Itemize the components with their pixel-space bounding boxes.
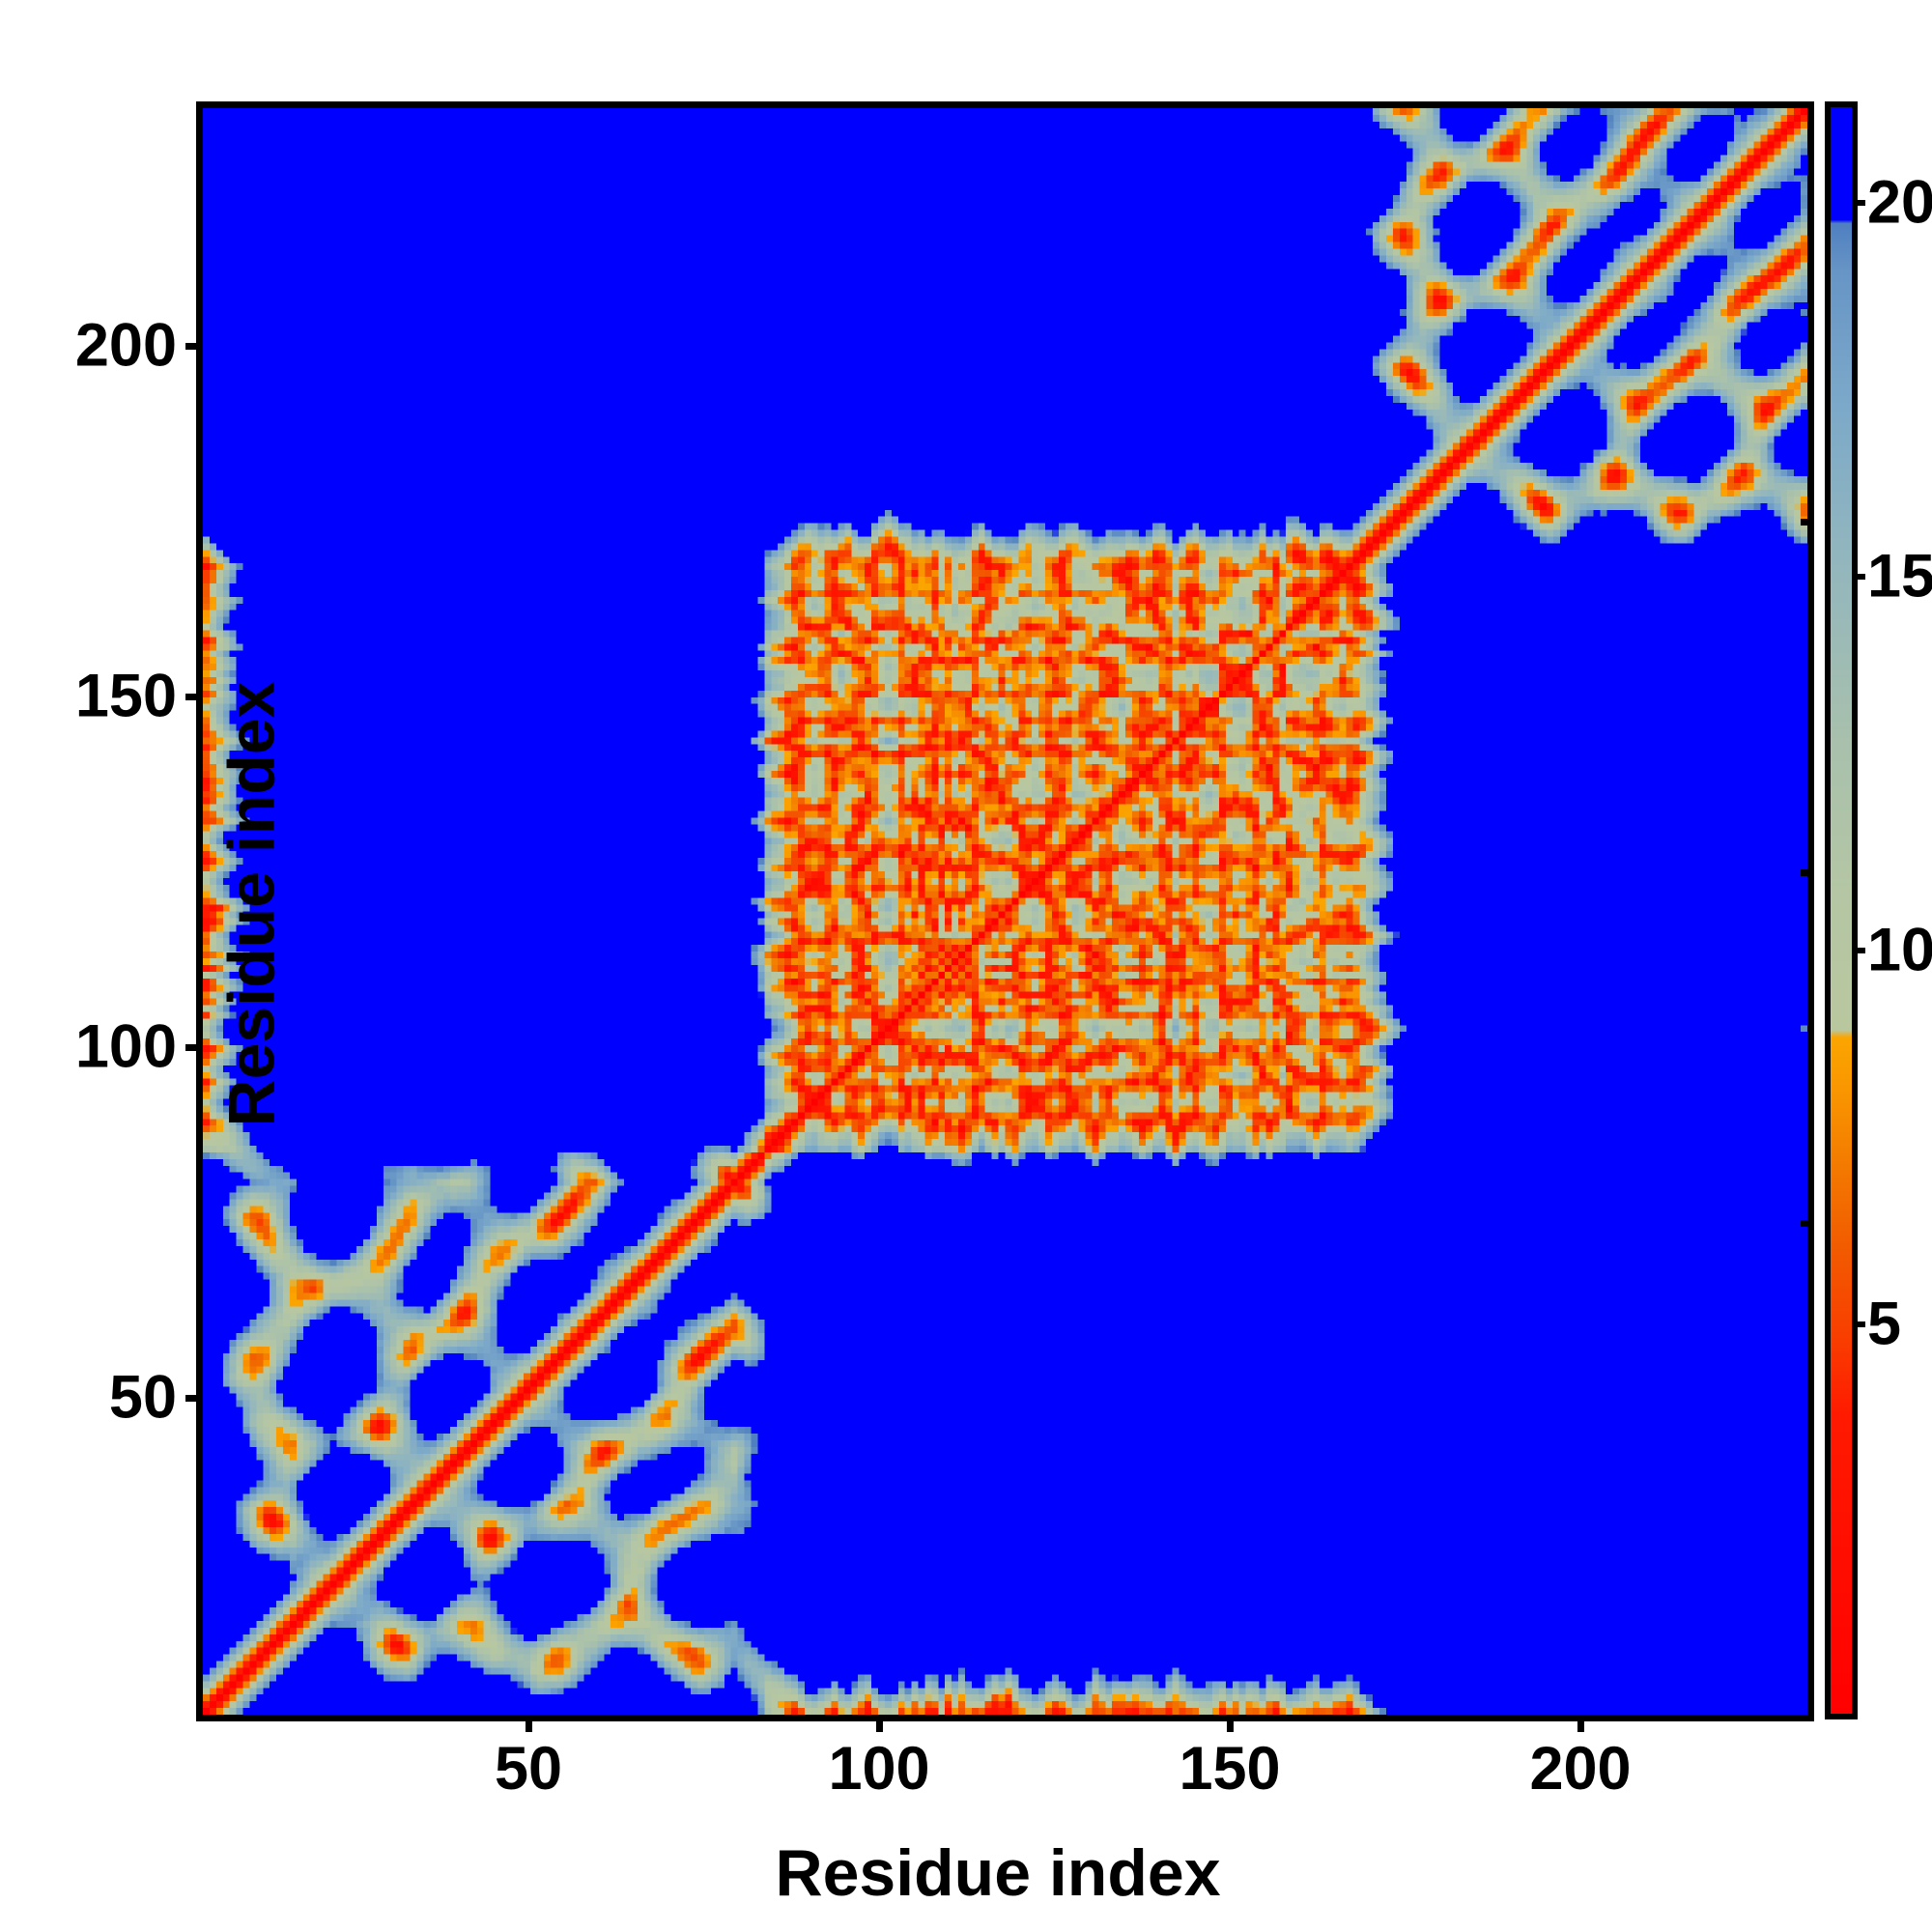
colorbar-tick-20 (1852, 200, 1865, 206)
y-minor-tick-upper (1801, 519, 1814, 526)
x-tick-100 (876, 1715, 883, 1732)
x-tick-200 (1577, 1715, 1584, 1732)
y-tick-150 (185, 694, 203, 700)
x-axis-title: Residue index (775, 1836, 1221, 1910)
y-ticklabel-50: 50 (108, 1363, 177, 1432)
y-minor-tick-mid (1801, 869, 1814, 876)
y-axis-title: Residue index (214, 681, 289, 1127)
y-ticklabel-150: 150 (74, 662, 177, 730)
colorbar-label-10: 10 (1867, 916, 1932, 984)
colorbar-tick-15 (1852, 574, 1865, 580)
colorbar-gradient (1831, 107, 1852, 1714)
y-ticklabel-200: 200 (74, 311, 177, 380)
x-ticklabel-150: 150 (1179, 1735, 1281, 1803)
y-ticklabel-100: 100 (74, 1012, 177, 1081)
x-ticklabel-100: 100 (828, 1735, 930, 1803)
residue-distance-heatmap (203, 108, 1807, 1715)
x-tick-150 (1227, 1715, 1234, 1732)
colorbar (1825, 101, 1858, 1719)
y-minor-tick-lower (1801, 1220, 1814, 1227)
colorbar-label-20: 20 (1867, 168, 1932, 237)
colorbar-label-15: 15 (1867, 542, 1932, 611)
y-tick-200 (185, 343, 203, 350)
colorbar-label-5: 5 (1867, 1290, 1902, 1358)
y-tick-50 (185, 1395, 203, 1402)
x-tick-50 (526, 1715, 532, 1732)
heatmap-plot-area (196, 101, 1814, 1721)
x-ticklabel-200: 200 (1529, 1735, 1632, 1803)
colorbar-tick-5 (1852, 1321, 1865, 1327)
y-tick-100 (185, 1044, 203, 1051)
x-ticklabel-50: 50 (494, 1735, 563, 1803)
colorbar-tick-10 (1852, 948, 1865, 953)
